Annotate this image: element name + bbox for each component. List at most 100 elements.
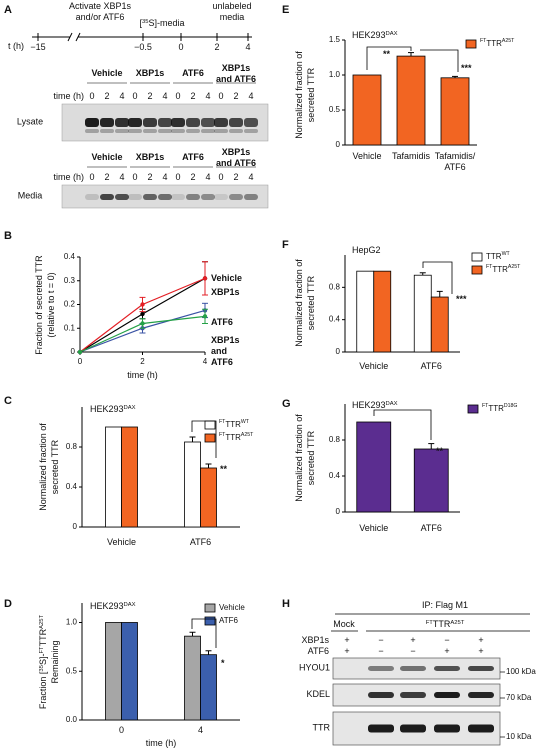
gel-band <box>85 129 99 133</box>
y-tick-label-text: 0 <box>73 522 78 531</box>
sign: + <box>478 646 483 656</box>
legend-swatch <box>471 265 483 275</box>
legend-label-text: TTR <box>492 265 508 274</box>
timeline-annotation-text: [ <box>139 18 142 28</box>
y-axis-label: Normalized fraction of <box>294 259 304 347</box>
y-tick-label: 0.8 <box>329 435 341 444</box>
legend-label-text: Vehicle <box>219 603 245 612</box>
row-label-text: XBP1s <box>301 635 329 645</box>
panel-label-text: F <box>282 239 289 251</box>
y-axis-label-sup: 35 <box>39 665 45 672</box>
sign-text: + <box>444 646 449 656</box>
group-label-sup: FT <box>426 620 434 626</box>
significance-bracket <box>420 49 459 72</box>
y-tick-label: 0 <box>336 347 341 356</box>
blot-label-text: HYOU1 <box>299 663 330 673</box>
significance-bracket <box>191 618 217 648</box>
gel-band <box>214 194 228 200</box>
legend-swatch <box>204 433 216 443</box>
size-marker: 10 kDa <box>506 732 532 741</box>
legend-swatch <box>465 39 477 49</box>
gel-band <box>128 129 142 133</box>
series-label: XBP1s <box>211 335 240 345</box>
legend-label-text: TTR <box>486 39 502 48</box>
time-label-text: 2 <box>104 91 109 101</box>
time-row-label-text: time (h) <box>53 172 84 182</box>
blot-label: TTR <box>313 723 331 733</box>
lane-group-label-text: XBP1s <box>136 68 165 78</box>
sign: + <box>444 646 449 656</box>
sign: + <box>344 646 349 656</box>
axis-break <box>75 32 81 42</box>
blot-band <box>400 666 426 671</box>
legend-label: ATF6 <box>219 616 239 625</box>
time-label: 4 <box>248 91 253 101</box>
significance-bracket <box>366 46 412 70</box>
x-tick-label: ATF6 <box>190 537 211 547</box>
timeline-annotation-sup: 35 <box>142 19 149 25</box>
legend-label-sup: WT <box>241 419 250 425</box>
significance-label: * <box>221 658 225 668</box>
significance-label: ** <box>220 464 228 474</box>
time-label: 4 <box>119 172 124 182</box>
gel-label-text: Lysate <box>17 117 43 127</box>
time-label-text: 4 <box>162 172 167 182</box>
y-tick-label-text: 0.5 <box>66 666 78 675</box>
significance-label-text: *** <box>461 63 472 73</box>
blot-label: HYOU1 <box>299 663 330 673</box>
y-tick-label-text: 0.4 <box>329 471 341 480</box>
lane-group-label: ATF6 <box>182 152 204 162</box>
x-tick-label-text: 0 <box>78 357 83 366</box>
timeline-annotation-text: and/or ATF6 <box>76 12 125 22</box>
gel-band <box>143 194 157 200</box>
sign: + <box>410 635 415 645</box>
time-label: 0 <box>175 91 180 101</box>
panel-label-text: E <box>282 4 289 16</box>
blot-band <box>468 724 494 733</box>
timeline-tick-label-text: −0.5 <box>134 42 152 52</box>
lane-group-label-text: ATF6 <box>182 68 204 78</box>
time-label: 2 <box>233 172 238 182</box>
significance-label-text: * <box>221 658 225 668</box>
time-label-text: 0 <box>218 91 223 101</box>
lane-group-label-text: XBP1s <box>136 152 165 162</box>
group-label-sup: A25T <box>450 620 464 626</box>
gel-band <box>85 118 99 127</box>
series-label-text: and <box>211 346 227 356</box>
sign-text: + <box>478 635 483 645</box>
x-tick-label: ATF6 <box>444 162 465 172</box>
bar <box>184 441 201 528</box>
legend-label: FTTTRWT <box>219 419 250 429</box>
panel-label-text: H <box>282 598 290 610</box>
gel-band <box>171 118 185 127</box>
y-tick-label-text: 0.8 <box>66 442 78 451</box>
x-tick-label-text: 2 <box>140 357 145 366</box>
series-label-text: XBP1s <box>211 287 240 297</box>
chart-title: HEK293DAX <box>352 400 398 410</box>
time-label: 4 <box>162 91 167 101</box>
y-axis-label-text: Remaining <box>50 640 60 683</box>
time-row-label: time (h) <box>53 91 84 101</box>
y-axis-label: Normalized fraction of <box>294 51 304 139</box>
time-label-text: 2 <box>147 172 152 182</box>
timeline-annotation-text: unlabeled <box>212 1 251 11</box>
ip-title: IP: Flag M1 <box>422 600 468 610</box>
lane-group-label-text: ATF6 <box>182 152 204 162</box>
bar <box>184 635 201 721</box>
time-label-text: 2 <box>190 172 195 182</box>
bar <box>200 467 217 528</box>
series-label-text: ATF6 <box>211 357 233 367</box>
x-tick-label: 2 <box>140 357 145 366</box>
data-point <box>140 302 145 307</box>
gel-band <box>158 194 172 200</box>
time-label: 0 <box>175 172 180 182</box>
legend-swatch <box>467 404 479 414</box>
lane-group-label-text: Vehicle <box>91 152 122 162</box>
chart-title-text: HEK293 <box>352 30 386 40</box>
y-tick-label: 0.4 <box>64 252 76 261</box>
chart-title-text: HEK293 <box>352 400 386 410</box>
sign: + <box>478 635 483 645</box>
time-label: 2 <box>147 91 152 101</box>
timeline-tick-label-text: 4 <box>245 42 250 52</box>
y-axis-label-text: secreted TTR <box>50 439 60 494</box>
